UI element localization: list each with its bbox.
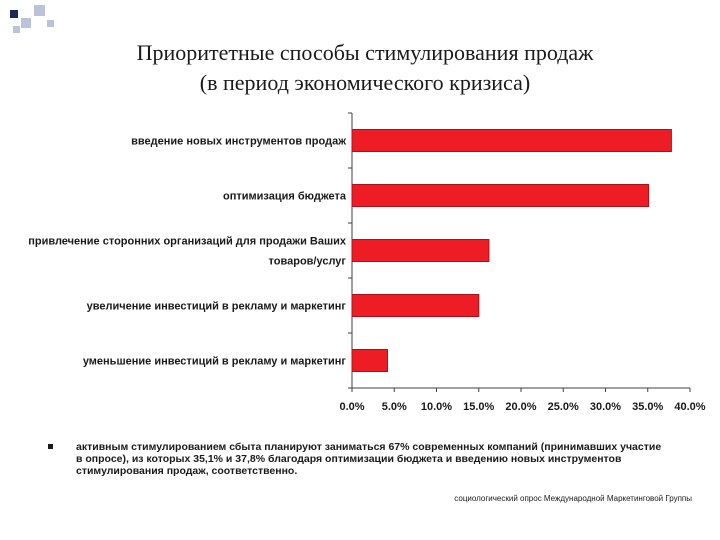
page-title: Приоритетные способы стимулирования прод… [20, 38, 710, 98]
bar [351, 129, 672, 152]
category-label: оптимизация бюджета [223, 191, 347, 203]
deco-square-3 [34, 5, 45, 16]
bar-chart: 0.0% 5.0% 10.0% 15.0% 20.0% 25.0% 30.0% 35.0% 40… [28, 112, 706, 413]
footnote: активным стимулированием сбыта планируют… [48, 441, 668, 477]
x-tick-label: 5.0% [382, 401, 407, 413]
bar [351, 184, 650, 207]
corner-decoration [0, 0, 60, 45]
footnote-text: активным стимулированием сбыта планируют… [76, 441, 662, 477]
x-tick-label: 25.0% [548, 401, 579, 413]
x-tick-label: 40.0% [674, 401, 705, 413]
category-label: увеличение инвестиций в рекламу и маркет… [87, 301, 347, 313]
category-label: товаров/услуг [269, 256, 347, 268]
title-line-2: (в период экономического кризиса) [199, 70, 531, 95]
deco-square-5 [47, 20, 54, 27]
title-line-1: Приоритетные способы стимулирования прод… [136, 40, 594, 65]
deco-square-4 [13, 26, 20, 33]
bar [351, 239, 490, 262]
deco-square-1 [10, 10, 18, 18]
category-label: введение новых инструментов продаж [131, 136, 346, 148]
x-tick-label: 20.0% [505, 401, 536, 413]
category-label: уменьшение инвестиций в рекламу и маркет… [83, 356, 347, 368]
bar [351, 294, 480, 317]
x-tick-label: 0.0% [339, 401, 364, 413]
bar [351, 349, 388, 372]
bullet-icon [48, 444, 53, 449]
source-caption: социологический опрос Международной Марк… [454, 494, 692, 503]
category-label: привлечение сторонних организаций для пр… [28, 236, 347, 248]
x-tick-label: 35.0% [632, 401, 663, 413]
x-tick-label: 10.0% [421, 401, 452, 413]
x-tick-label: 30.0% [590, 401, 621, 413]
deco-square-2 [21, 18, 31, 28]
x-tick-label: 15.0% [463, 401, 494, 413]
